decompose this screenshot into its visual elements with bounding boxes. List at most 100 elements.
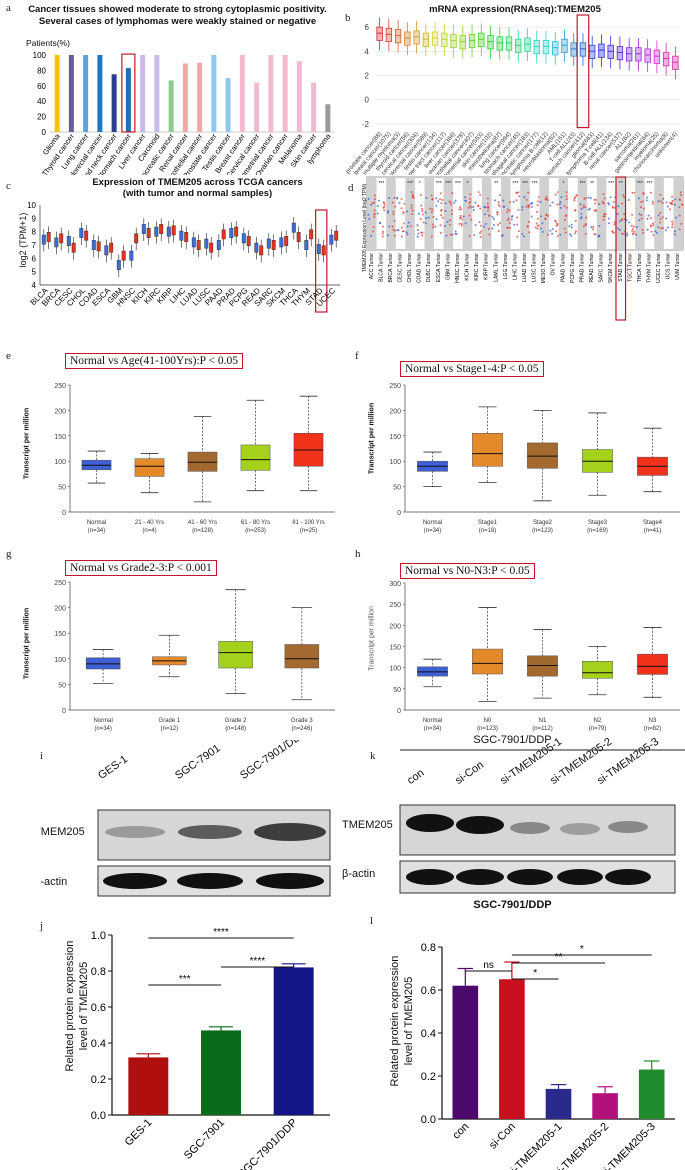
point-tumor-d xyxy=(565,206,568,209)
y-tick-label-a: 40 xyxy=(37,97,46,106)
panel-label-c: c xyxy=(6,180,11,192)
point-tumor-d xyxy=(526,225,529,228)
point-normal-d xyxy=(416,229,419,232)
y-tick-label-f: 0 xyxy=(397,510,401,517)
point-tumor-d xyxy=(563,227,566,230)
point-tumor-d xyxy=(563,218,566,221)
box-c xyxy=(146,228,151,238)
bar-j xyxy=(273,967,314,1115)
blot-k-row-label-tmem205: TMEM205 xyxy=(342,819,393,831)
point-tumor-d xyxy=(391,201,394,204)
bar-a xyxy=(111,74,117,132)
x-tick-label-e: Normal xyxy=(87,520,106,526)
point-tumor-d xyxy=(527,220,530,223)
blot-row-label-actin: β-actin xyxy=(40,876,68,888)
x-tick-label-d: BRCA.Tumor xyxy=(388,253,394,283)
point-normal-d xyxy=(454,199,457,202)
box-c xyxy=(221,229,226,240)
significance-label-d: *** xyxy=(532,181,538,187)
point-tumor-d xyxy=(631,229,634,232)
point-tumor-d xyxy=(506,226,509,229)
bar-a xyxy=(168,80,174,132)
point-normal-d xyxy=(444,224,447,227)
point-tumor-d xyxy=(517,191,520,194)
point-tumor-d xyxy=(383,203,386,206)
box-c xyxy=(216,240,221,250)
point-normal-d xyxy=(494,199,497,202)
point-normal-d xyxy=(416,235,419,238)
x-tick-label-h: N0 xyxy=(484,718,492,724)
box-c xyxy=(191,237,196,248)
point-normal-d xyxy=(512,223,515,226)
point-tumor-d xyxy=(661,216,664,219)
box-b xyxy=(552,41,559,56)
box-c xyxy=(204,238,209,249)
point-tumor-d xyxy=(527,206,530,209)
box-b xyxy=(422,32,430,47)
point-normal-d xyxy=(406,225,409,228)
point-tumor-d xyxy=(448,200,451,203)
box-c xyxy=(321,245,326,256)
point-tumor-d xyxy=(419,218,422,221)
significance-label-d: *** xyxy=(637,181,643,187)
bar-a xyxy=(311,82,317,132)
box-b xyxy=(653,49,661,64)
point-tumor-d xyxy=(479,207,482,210)
box-b xyxy=(533,40,540,55)
point-tumor-d xyxy=(662,227,665,230)
point-tumor-d xyxy=(623,196,626,199)
point-tumor-d xyxy=(394,229,397,232)
point-tumor-d xyxy=(410,212,413,215)
point-tumor-d xyxy=(611,205,614,208)
y-tick-label-g: 150 xyxy=(54,631,66,638)
point-tumor-d xyxy=(565,195,568,198)
blot-k-header: SGC-7901/DDP xyxy=(473,735,552,746)
point-tumor-d xyxy=(477,204,480,207)
point-tumor-d xyxy=(432,215,435,218)
point-normal-d xyxy=(407,221,410,224)
point-tumor-d xyxy=(517,230,520,233)
y-tick-label-g: 200 xyxy=(54,606,66,613)
point-tumor-d xyxy=(603,215,606,218)
point-normal-d xyxy=(425,222,428,225)
point-tumor-d xyxy=(400,226,403,229)
point-normal-d xyxy=(417,212,420,215)
box-b xyxy=(431,31,439,46)
box-b xyxy=(589,44,596,59)
chart-header-h: Normal vs N0-N3:P < 0.05 xyxy=(400,563,535,579)
x-tick-label-d: HNSC.Tumor xyxy=(455,253,461,283)
point-tumor-d xyxy=(592,226,595,229)
significance-label-l: ns xyxy=(483,960,494,971)
point-tumor-d xyxy=(382,206,385,209)
point-tumor-d xyxy=(631,227,634,230)
y-tick-label-e: 0 xyxy=(62,510,66,517)
point-tumor-d xyxy=(602,202,605,205)
point-normal-d xyxy=(406,233,409,236)
point-tumor-d xyxy=(604,213,607,216)
x-tick-label-f: Stage4 xyxy=(643,520,663,526)
box-b xyxy=(385,27,393,43)
point-normal-d xyxy=(445,234,448,237)
blot-image-i xyxy=(97,809,331,897)
y-tick-label-h: 50 xyxy=(393,687,401,694)
box-b xyxy=(505,36,513,51)
box-c xyxy=(121,250,126,261)
point-normal-d xyxy=(674,230,677,233)
point-tumor-d xyxy=(659,217,662,220)
y-tick-label-f: 200 xyxy=(389,408,401,415)
point-tumor-d xyxy=(440,213,443,216)
point-tumor-d xyxy=(612,201,615,204)
point-normal-d xyxy=(607,222,610,225)
box-b xyxy=(635,47,642,62)
significance-label-d: *** xyxy=(513,181,519,187)
point-tumor-d xyxy=(498,205,501,208)
box-f xyxy=(527,442,558,469)
point-tumor-d xyxy=(381,232,384,235)
box-c xyxy=(184,232,189,242)
point-tumor-d xyxy=(508,222,511,225)
x-tick-n-f: (n=169) xyxy=(587,528,608,534)
box-c xyxy=(66,236,71,246)
bar-a xyxy=(97,55,103,132)
point-tumor-d xyxy=(593,209,596,212)
point-normal-d xyxy=(625,219,628,222)
